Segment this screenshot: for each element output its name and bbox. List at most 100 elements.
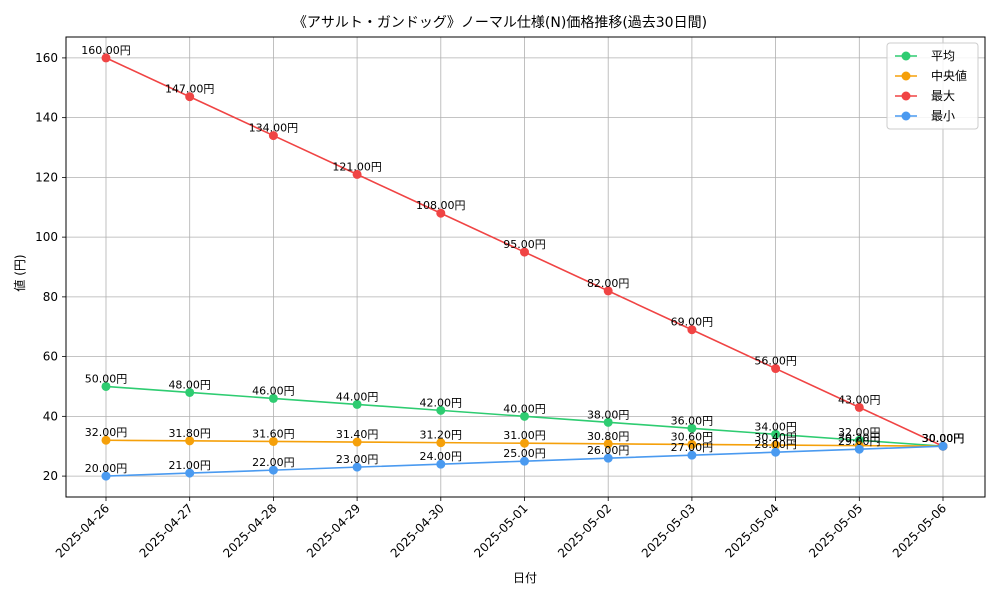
x-tick-label: 2025-04-29: [304, 501, 363, 560]
data-point: [436, 208, 446, 218]
y-tick-label: 60: [43, 350, 58, 364]
data-label: 147.00円: [165, 83, 215, 96]
data-label: 23.00円: [336, 453, 379, 466]
data-label: 29.00円: [838, 435, 881, 448]
legend-box: [886, 42, 979, 130]
data-point: [185, 468, 195, 478]
data-point: [687, 450, 697, 460]
data-point: [520, 411, 529, 421]
data-label: 43.00円: [838, 393, 881, 406]
data-label: 34.00円: [754, 420, 797, 433]
legend-marker: [901, 71, 911, 81]
data-point: [185, 92, 195, 102]
data-label: 56.00円: [754, 355, 797, 368]
data-label: 82.00円: [587, 277, 630, 290]
data-label: 30.00円: [922, 432, 965, 445]
y-axis-label: 値 (円): [12, 254, 27, 291]
x-tick-label: 2025-04-28: [220, 501, 279, 560]
x-tick-label: 2025-05-02: [555, 501, 614, 560]
series-lines: [101, 53, 948, 481]
data-label: 108.00円: [416, 199, 466, 212]
x-tick-label: 2025-04-30: [388, 501, 447, 560]
data-point: [603, 439, 613, 449]
data-label: 21.00円: [168, 459, 211, 472]
data-point: [352, 399, 362, 409]
data-point: [101, 471, 111, 481]
data-label: 25.00円: [503, 447, 546, 460]
data-label: 121.00円: [332, 160, 382, 173]
data-point: [352, 169, 362, 179]
x-tick-label: 2025-05-04: [723, 501, 782, 560]
data-label: 134.00円: [249, 122, 299, 135]
data-point: [603, 453, 613, 463]
data-point: [771, 440, 781, 450]
data-label: 31.00円: [503, 429, 546, 442]
data-point: [185, 387, 195, 397]
x-tick-label: 2025-05-03: [639, 501, 698, 560]
x-tick-label: 2025-04-27: [137, 501, 196, 560]
x-axis-label: 日付: [513, 571, 537, 585]
data-point: [854, 402, 864, 412]
data-label: 160.00円: [81, 44, 131, 57]
data-label: 40.00円: [503, 402, 546, 415]
legend-marker: [901, 91, 911, 101]
data-label: 30.00円: [922, 432, 965, 445]
data-point: [687, 423, 697, 433]
data-point: [352, 462, 362, 472]
data-point: [938, 441, 948, 451]
y-tick-label: 80: [43, 290, 58, 304]
legend-label: 平均: [931, 49, 955, 63]
data-label: 32.00円: [838, 426, 881, 439]
legend-label: 最大: [931, 89, 955, 103]
data-label: 26.00円: [587, 444, 630, 457]
plot-frame: [65, 36, 986, 498]
data-label: 31.60円: [252, 427, 295, 440]
data-label: 32.00円: [85, 426, 128, 439]
data-point: [268, 393, 278, 403]
data-point: [687, 439, 697, 449]
y-tick-label: 160: [35, 51, 58, 65]
data-point: [268, 465, 278, 475]
data-point: [101, 53, 111, 63]
data-point: [603, 286, 613, 296]
x-tick-label: 2025-05-01: [471, 501, 530, 560]
data-label: 46.00円: [252, 384, 295, 397]
data-label: 24.00円: [420, 450, 463, 463]
data-point: [854, 444, 864, 454]
data-point: [352, 437, 362, 447]
data-point: [520, 247, 529, 257]
data-point: [436, 459, 446, 469]
data-point: [101, 435, 111, 445]
data-point: [603, 417, 613, 427]
data-label: 95.00円: [503, 238, 546, 251]
legend-label: 中央値: [931, 68, 967, 83]
data-point: [101, 381, 111, 391]
chart-title: 《アサルト・ガンドッグ》ノーマル仕様(N)価格推移(過去30日間): [293, 15, 707, 31]
legend-marker: [901, 51, 911, 61]
y-tick-label: 100: [35, 230, 58, 244]
data-label: 28.00円: [754, 438, 797, 451]
data-label: 31.40円: [336, 428, 379, 441]
data-labels: 50.00円 48.00円 46.00円 44.00円 42.00円 40.00円 38.0…: [81, 44, 964, 475]
data-label: 27.00円: [671, 441, 714, 454]
data-label: 48.00円: [168, 378, 211, 391]
data-label: 22.00円: [252, 456, 295, 469]
data-label: 30.00円: [922, 432, 965, 445]
data-point: [520, 438, 529, 448]
data-label: 38.00円: [587, 408, 630, 421]
data-label: 69.00円: [671, 316, 714, 329]
data-label: 31.80円: [168, 427, 211, 440]
data-label: 30.40円: [754, 431, 797, 444]
data-label: 50.00円: [85, 372, 128, 385]
data-label: 44.00円: [336, 390, 379, 403]
legend-marker: [901, 111, 911, 121]
data-label: 20.00円: [85, 462, 128, 475]
legend-label: 最小: [931, 109, 955, 123]
x-tick-label: 2025-04-26: [53, 501, 112, 560]
y-tick-label: 140: [35, 111, 58, 125]
data-point: [687, 325, 697, 335]
data-point: [185, 436, 195, 446]
data-label: 30.80円: [587, 430, 630, 443]
